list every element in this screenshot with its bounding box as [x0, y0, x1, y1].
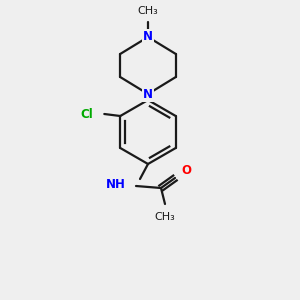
- Text: Cl: Cl: [80, 107, 93, 121]
- Text: N: N: [143, 31, 153, 44]
- Text: CH₃: CH₃: [154, 212, 176, 222]
- Text: O: O: [181, 164, 191, 178]
- Text: NH: NH: [106, 178, 126, 190]
- Text: N: N: [143, 88, 153, 100]
- Text: CH₃: CH₃: [138, 6, 158, 16]
